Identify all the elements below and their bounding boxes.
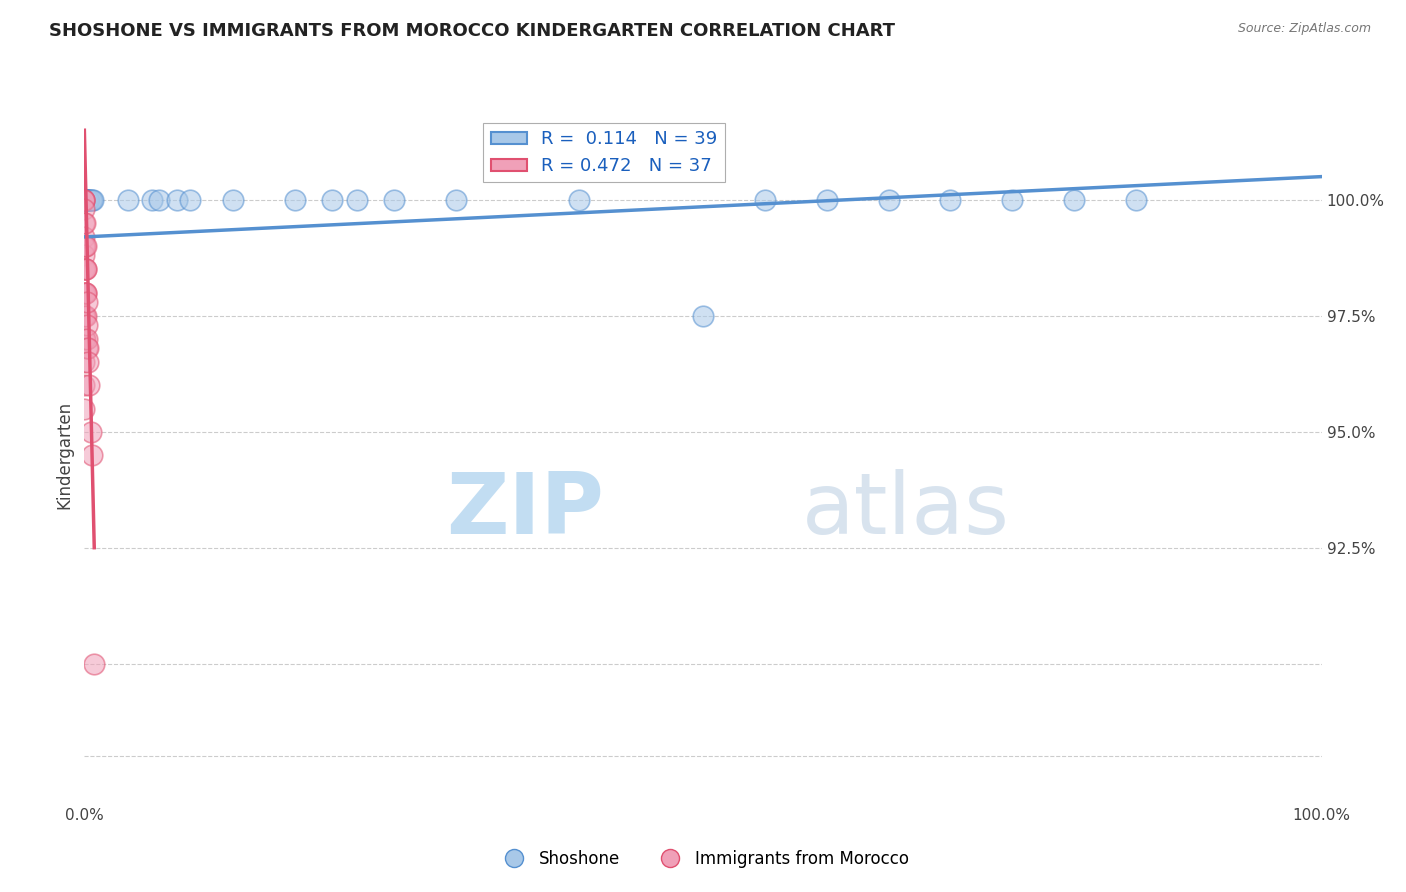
Point <box>75 285 97 300</box>
Point <box>73 193 96 207</box>
Point <box>73 193 96 207</box>
Point <box>75 262 97 277</box>
Point <box>73 202 96 216</box>
Point <box>166 193 188 207</box>
Point <box>73 230 96 244</box>
Point <box>79 193 101 207</box>
Point <box>75 309 97 323</box>
Point <box>321 193 343 207</box>
Point <box>73 285 96 300</box>
Point <box>76 341 98 355</box>
Point <box>77 193 100 207</box>
Point <box>80 448 103 462</box>
Point <box>73 309 96 323</box>
Point <box>141 193 163 207</box>
Point <box>75 193 97 207</box>
Point <box>75 239 97 253</box>
Point <box>73 378 96 392</box>
Point <box>76 318 98 332</box>
Point <box>73 262 96 277</box>
Point <box>75 193 97 207</box>
Point <box>1001 193 1024 207</box>
Point <box>73 401 96 416</box>
Point <box>73 193 96 207</box>
Point <box>83 657 105 671</box>
Point <box>444 193 467 207</box>
Point <box>75 285 97 300</box>
Point <box>73 332 96 346</box>
Point <box>73 262 96 277</box>
Point <box>382 193 405 207</box>
Point <box>73 193 96 207</box>
Legend: Shoshone, Immigrants from Morocco: Shoshone, Immigrants from Morocco <box>491 843 915 874</box>
Point <box>80 193 103 207</box>
Point <box>79 193 101 207</box>
Point <box>1063 193 1085 207</box>
Point <box>1125 193 1147 207</box>
Point <box>73 193 96 207</box>
Point <box>73 248 96 262</box>
Point <box>75 193 97 207</box>
Point <box>73 309 96 323</box>
Point <box>754 193 776 207</box>
Point <box>877 193 900 207</box>
Point <box>76 193 98 207</box>
Point <box>815 193 838 207</box>
Point <box>73 193 96 207</box>
Text: atlas: atlas <box>801 469 1010 552</box>
Y-axis label: Kindergarten: Kindergarten <box>55 401 73 509</box>
Point <box>73 332 96 346</box>
Point <box>179 193 201 207</box>
Point <box>117 193 139 207</box>
Text: Source: ZipAtlas.com: Source: ZipAtlas.com <box>1237 22 1371 36</box>
Point <box>73 285 96 300</box>
Point <box>76 294 98 309</box>
Point <box>76 332 98 346</box>
Point <box>79 378 101 392</box>
Point <box>73 355 96 369</box>
Point <box>77 341 100 355</box>
Point <box>284 193 307 207</box>
Point <box>77 355 100 369</box>
Point <box>73 193 96 207</box>
Point <box>692 309 714 323</box>
Point <box>346 193 368 207</box>
Point <box>77 193 100 207</box>
Point <box>939 193 962 207</box>
Point <box>73 216 96 230</box>
Point <box>82 193 104 207</box>
Point <box>75 262 97 277</box>
Text: SHOSHONE VS IMMIGRANTS FROM MOROCCO KINDERGARTEN CORRELATION CHART: SHOSHONE VS IMMIGRANTS FROM MOROCCO KIND… <box>49 22 896 40</box>
Point <box>568 193 591 207</box>
Point <box>73 193 96 207</box>
Point <box>75 193 97 207</box>
Point <box>73 216 96 230</box>
Point <box>79 425 101 439</box>
Point <box>73 193 96 207</box>
Point <box>73 239 96 253</box>
Text: ZIP: ZIP <box>446 469 605 552</box>
Point <box>148 193 170 207</box>
Point <box>222 193 245 207</box>
Point <box>76 193 98 207</box>
Point <box>73 239 96 253</box>
Point <box>73 193 96 207</box>
